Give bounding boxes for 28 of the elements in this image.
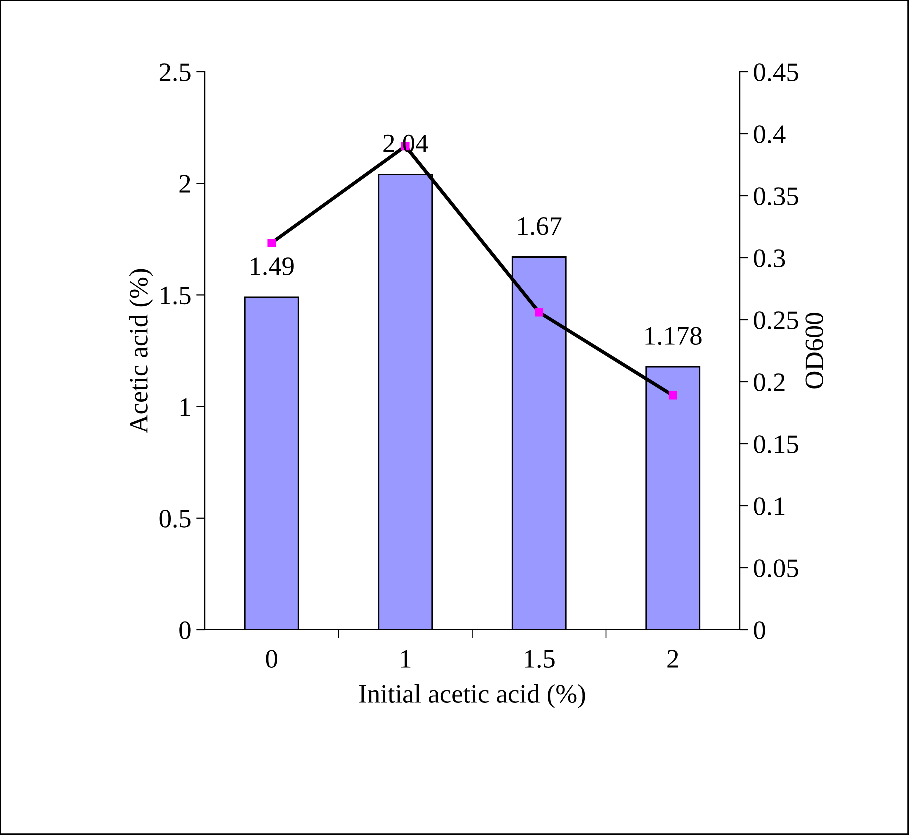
y2-tick-label: 0.45 bbox=[754, 64, 798, 82]
y-tick-label: 0 bbox=[180, 622, 191, 640]
data-label: 2.04 bbox=[384, 134, 428, 153]
data-label: 1.49 bbox=[251, 258, 294, 276]
y-tick-label: 1.5 bbox=[161, 286, 191, 305]
y2-tick-label: 0.35 bbox=[754, 188, 798, 206]
x-tick-label: 1 bbox=[401, 650, 411, 668]
y-tick-label: 1 bbox=[180, 398, 190, 416]
x-tick-label: 2 bbox=[668, 650, 678, 668]
y-axis-title: Acetic acid (%) bbox=[129, 269, 154, 434]
y2-tick-label: 0.1 bbox=[754, 498, 785, 516]
y2-tick-label: 0.05 bbox=[754, 560, 798, 578]
y2-tick-label: 0.15 bbox=[754, 436, 798, 454]
data-label: 1.178 bbox=[646, 327, 702, 346]
y2-tick-label: 0.4 bbox=[754, 126, 786, 144]
y-tick-label: 2 bbox=[180, 175, 190, 193]
y2-axis-title: OD600 bbox=[806, 313, 824, 389]
y2-tick-label: 0.2 bbox=[754, 374, 785, 392]
bar bbox=[244, 296, 300, 630]
y-tick-label: 0.5 bbox=[160, 510, 191, 528]
y-tick-label: 2.5 bbox=[160, 64, 191, 82]
x-axis-title: Initial acetic acid (%) bbox=[360, 684, 586, 708]
x-tick-label: 0 bbox=[266, 650, 278, 668]
data-label: 1.67 bbox=[518, 217, 562, 236]
y2-tick-label: 0 bbox=[754, 622, 766, 640]
y2-tick-label: 0.3 bbox=[754, 250, 786, 268]
y2-tick-label: 0.25 bbox=[754, 312, 798, 330]
x-tick-label: 1.5 bbox=[525, 650, 555, 668]
